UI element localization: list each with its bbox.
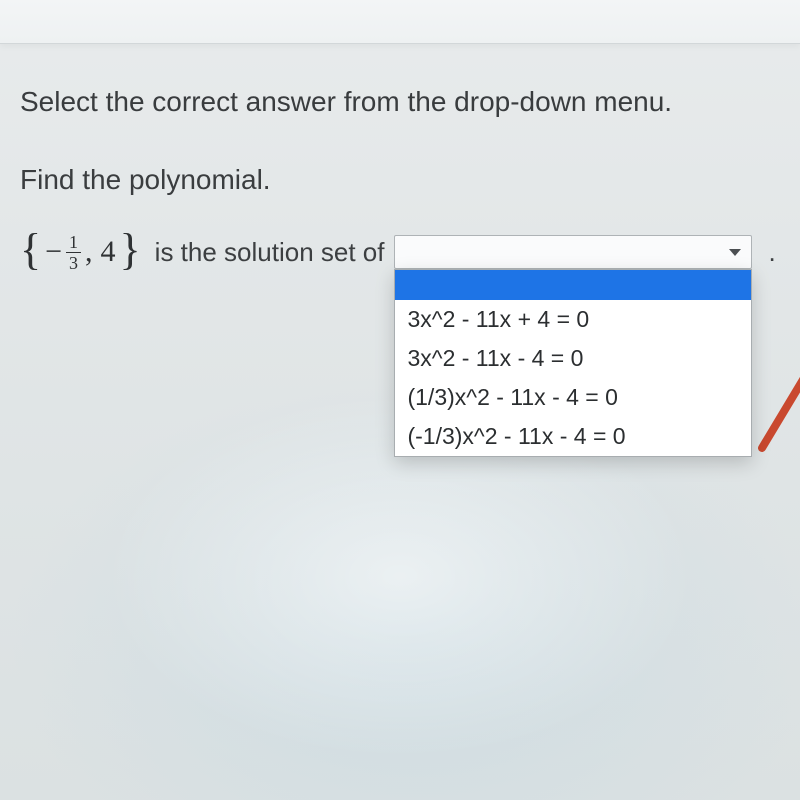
- dropdown-option[interactable]: 3x^2 - 11x - 4 = 0: [395, 339, 751, 378]
- set-second-element: 4: [101, 235, 116, 269]
- sentence-period: .: [768, 237, 775, 268]
- phrase-text: is the solution set of: [155, 237, 385, 268]
- answer-dropdown[interactable]: [394, 235, 752, 269]
- dropdown-container: 3x^2 - 11x + 4 = 03x^2 - 11x - 4 = 0(1/3…: [394, 235, 752, 269]
- fraction-denominator: 3: [69, 253, 78, 272]
- solution-set-expression: { − 1 3 , 4 }: [20, 230, 141, 274]
- right-brace: }: [120, 228, 141, 272]
- dropdown-option[interactable]: (1/3)x^2 - 11x - 4 = 0: [395, 378, 751, 417]
- dropdown-option[interactable]: (-1/3)x^2 - 11x - 4 = 0: [395, 417, 751, 456]
- dropdown-option[interactable]: 3x^2 - 11x + 4 = 0: [395, 300, 751, 339]
- answer-row: { − 1 3 , 4 } is the solution set of 3x^…: [20, 230, 780, 274]
- fraction-one-third: 1 3: [66, 233, 81, 272]
- dropdown-options-list: 3x^2 - 11x + 4 = 03x^2 - 11x - 4 = 0(1/3…: [394, 269, 752, 457]
- minus-sign: −: [45, 235, 62, 269]
- left-brace: {: [20, 228, 41, 272]
- instruction-text: Select the correct answer from the drop-…: [20, 84, 780, 120]
- dropdown-option-blank[interactable]: [395, 270, 751, 300]
- chevron-down-icon: [729, 249, 741, 256]
- fraction-numerator: 1: [66, 233, 81, 253]
- prompt-text: Find the polynomial.: [20, 164, 780, 196]
- set-comma: ,: [85, 235, 93, 269]
- window-chrome-top: [0, 0, 800, 44]
- question-area: Select the correct answer from the drop-…: [20, 84, 780, 274]
